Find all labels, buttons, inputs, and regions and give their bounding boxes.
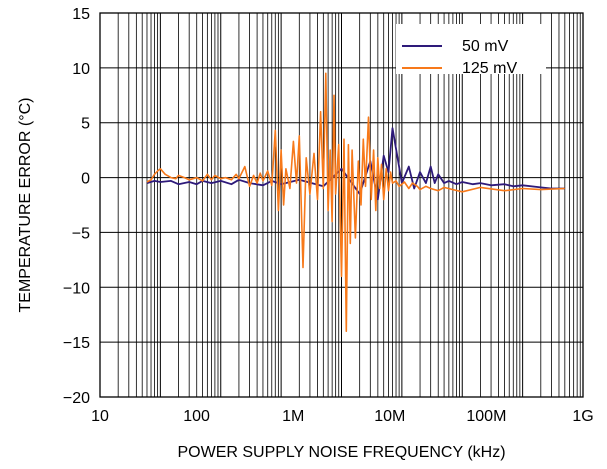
tick-labels: 10 100 1M 10M 100M 1G 15 10 5 0 −5 −10 −15 −20 xyxy=(63,6,594,425)
y-tick-label: −5 xyxy=(72,225,90,242)
legend-label-50mv: 50 mV xyxy=(462,38,509,55)
legend-background xyxy=(396,24,546,74)
x-axis-title: POWER SUPPLY NOISE FREQUENCY (kHz) xyxy=(177,444,505,461)
x-tick-label: 10 xyxy=(91,408,109,425)
y-tick-label: 10 xyxy=(72,61,90,78)
y-tick-label: −20 xyxy=(63,390,90,407)
grid-lines xyxy=(99,12,583,398)
plot-frame xyxy=(99,12,584,398)
x-tick-label: 100 xyxy=(183,408,210,425)
x-tick-label: 10M xyxy=(374,408,405,425)
y-tick-label: 5 xyxy=(81,116,90,133)
x-tick-label: 100M xyxy=(466,408,506,425)
y-axis-title: TEMPERATURE ERROR (°C) xyxy=(17,98,34,313)
x-tick-label: 1M xyxy=(282,408,304,425)
y-tick-label: −10 xyxy=(63,280,90,297)
x-tick-label: 1G xyxy=(572,408,593,425)
legend: 50 mV 125 mV xyxy=(396,24,546,77)
series-line-125mv xyxy=(146,72,565,333)
legend-label-125mv: 125 mV xyxy=(462,60,517,77)
y-tick-label: −15 xyxy=(63,335,90,352)
y-tick-label: 0 xyxy=(81,171,90,188)
series-layer xyxy=(146,72,565,333)
y-tick-label: 15 xyxy=(72,6,90,23)
series-line-50mv xyxy=(146,127,565,201)
